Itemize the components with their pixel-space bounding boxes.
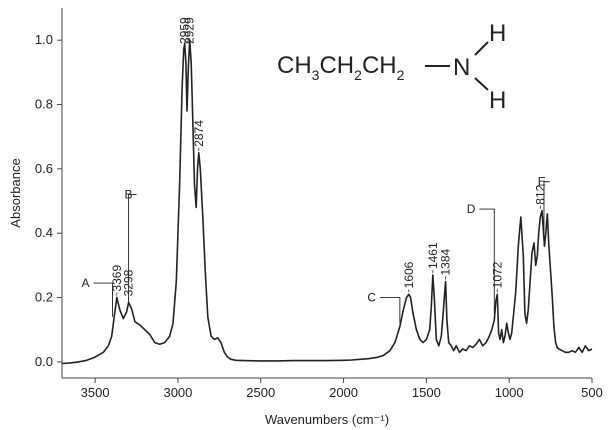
- spectrum-line-0: [61, 39, 593, 365]
- y-tick-label: 0.4: [35, 225, 53, 240]
- series-layer: [61, 39, 593, 365]
- formula-c2: CH: [319, 52, 354, 79]
- x-axis-title: Wavenumbers (cm⁻¹): [265, 412, 389, 427]
- hydrogen-top: H: [489, 20, 506, 47]
- n-h-top-bond: [474, 41, 489, 56]
- callout-leader: [543, 181, 550, 247]
- y-tick-label: 0.8: [35, 97, 53, 112]
- peak-label-1606: 1606: [402, 261, 416, 293]
- peak-value: 3369: [110, 265, 124, 292]
- x-tick-label: 2500: [246, 385, 275, 400]
- y-axis: 0.0 0.2 0.4 0.6 0.8 1.0: [35, 32, 62, 369]
- peak-value: 1461: [426, 242, 440, 269]
- peak-label-3369: 3369: [110, 265, 124, 296]
- formula-sub2: 2: [354, 67, 362, 83]
- callout-letter: D: [467, 202, 476, 216]
- peak-value: 1072: [490, 261, 504, 288]
- n-h-bottom-bond: [474, 77, 489, 91]
- y-tick-label: 0.2: [35, 290, 53, 305]
- peak-value: 2929: [183, 17, 197, 44]
- callout-letter: C: [367, 291, 376, 305]
- peak-label-1384: 1384: [439, 248, 453, 280]
- peak-label-1072: 1072: [490, 261, 504, 293]
- callout-A: A: [81, 276, 113, 317]
- callout-B: B: [125, 188, 137, 303]
- nitrogen-atom: N: [453, 54, 470, 81]
- propylamine-structure: CH3CH2CH2 N H H: [277, 20, 506, 114]
- x-tick-label: 3000: [163, 385, 192, 400]
- formula-c1: CH: [277, 52, 312, 79]
- x-axis: 3500 3000 2500 2000 1500 1000 500: [81, 378, 603, 400]
- callout-C: C: [367, 291, 401, 324]
- peak-value: 1606: [402, 261, 416, 288]
- x-tick-label: 1500: [412, 385, 441, 400]
- formula-sub3: 2: [397, 67, 405, 83]
- callout-leader: [479, 208, 495, 314]
- y-tick-label: 0.0: [35, 354, 53, 369]
- formula-sub1: 3: [312, 67, 320, 83]
- callout-letter: E: [538, 175, 546, 189]
- formula-ch3: CH3CH2CH2: [277, 52, 405, 83]
- y-tick-label: 1.0: [35, 32, 53, 47]
- callout-leader: [380, 297, 401, 324]
- x-tick-label: 1000: [495, 385, 524, 400]
- y-axis-title: Absorbance: [8, 158, 23, 227]
- formula-c3: CH: [362, 52, 397, 79]
- callout-E: E: [538, 175, 550, 247]
- plot-frame: [61, 8, 592, 379]
- y-tick-label: 0.6: [35, 161, 53, 176]
- peak-value: 2874: [192, 120, 206, 147]
- peak-label-2959: 2959: [178, 17, 192, 45]
- callout-D: D: [467, 202, 495, 314]
- callout-labels: A B C D E: [81, 175, 550, 324]
- peak-label-2874: 2874: [192, 120, 206, 151]
- callout-leader: [93, 282, 113, 317]
- peak-label-2929: 2929: [183, 17, 197, 45]
- callout-leader: [128, 194, 137, 303]
- x-tick-label: 3500: [81, 385, 110, 400]
- peak-value: 2959: [178, 17, 192, 44]
- peak-value: 1384: [439, 248, 453, 275]
- callout-letter: A: [81, 276, 89, 290]
- x-tick-label: 2000: [329, 385, 358, 400]
- x-tick-label: 500: [581, 385, 603, 400]
- peak-label-1461: 1461: [426, 242, 440, 274]
- hydrogen-bottom: H: [489, 87, 506, 114]
